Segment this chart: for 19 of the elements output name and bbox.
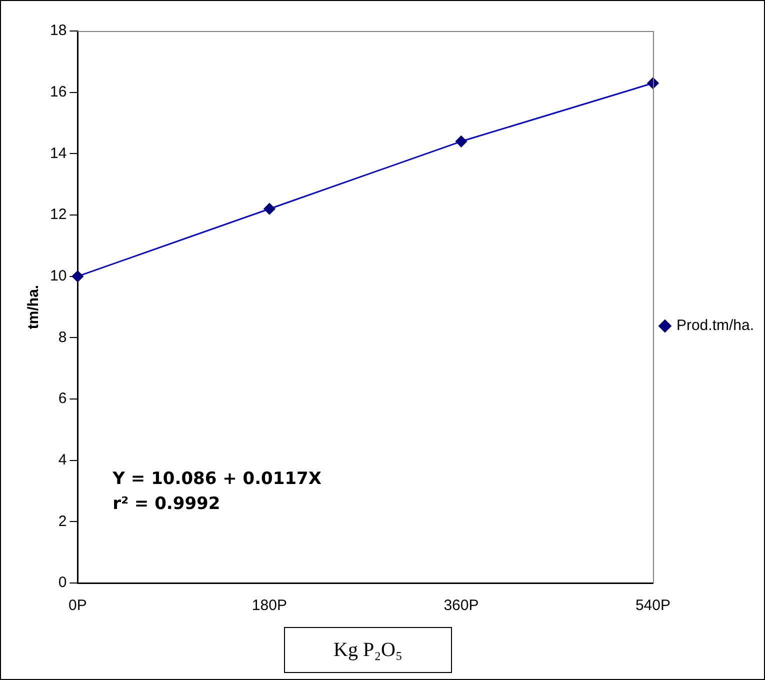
y-axis-title: tm/ha. (25, 284, 42, 330)
y-tick-label: 16 (50, 83, 67, 100)
y-tick-label: 12 (50, 206, 67, 224)
y-tick-label: 10 (50, 267, 67, 284)
y-tick-label: 8 (58, 328, 67, 346)
x-tick-label: 540P (635, 597, 670, 614)
x-axis-title: Kg P₂O₅ (284, 627, 452, 673)
y-tick-label: 6 (58, 390, 67, 408)
y-tick-label: 4 (58, 451, 67, 468)
y-tick-label: 18 (50, 22, 67, 40)
x-tick-label: 360P (444, 597, 479, 614)
x-tick-label: 0P (68, 597, 87, 614)
x-tick-label: 180P (252, 597, 287, 614)
annotation: r² = 0.9992 (112, 494, 220, 514)
y-tick-label: 0 (58, 574, 67, 592)
legend-label: Prod.tm/ha. (676, 317, 754, 334)
annotation: Y = 10.086 + 0.0117X (112, 469, 322, 489)
y-tick-label: 14 (50, 144, 67, 162)
y-tick-label: 2 (58, 512, 67, 530)
